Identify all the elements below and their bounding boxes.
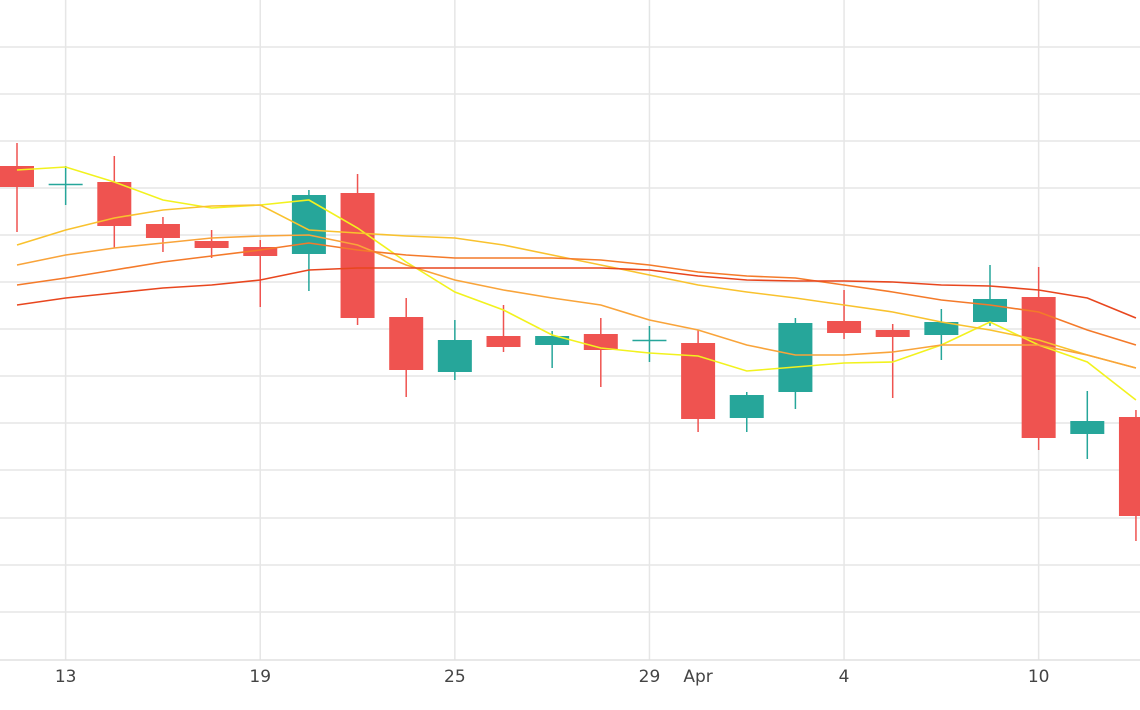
candle-body [243, 247, 278, 256]
moving-average-line [16, 234, 1137, 369]
candle-body [145, 224, 180, 238]
x-tick-label: Apr [683, 667, 712, 687]
candle-body [1070, 421, 1105, 434]
moving-average-line [16, 166, 1137, 401]
candle-body [194, 241, 229, 248]
candle-body [875, 330, 910, 337]
candle-body [389, 317, 424, 370]
x-tick-label: 13 [55, 667, 77, 687]
candle-body [729, 395, 764, 418]
x-tick-label: 4 [839, 667, 850, 687]
candle-body [924, 322, 959, 335]
x-tick-label: 29 [639, 667, 661, 687]
candle-body [535, 336, 570, 345]
candle-body [486, 336, 521, 347]
moving-average-line [16, 204, 1137, 369]
candle-body [437, 340, 472, 372]
candle-body [1021, 297, 1056, 438]
candle-body [681, 343, 716, 419]
candle-body [97, 182, 132, 226]
x-tick-label: 10 [1028, 667, 1050, 687]
candle-body [0, 166, 34, 187]
x-tick-label: 19 [249, 667, 271, 687]
x-tick-label: 25 [444, 667, 466, 687]
moving-average-line [16, 242, 1137, 346]
candle-body [1118, 417, 1140, 516]
candle-body [827, 321, 862, 333]
candle-body [340, 193, 375, 318]
moving-average-line [16, 267, 1137, 319]
candle-body [778, 323, 813, 392]
candle-body [973, 299, 1007, 322]
